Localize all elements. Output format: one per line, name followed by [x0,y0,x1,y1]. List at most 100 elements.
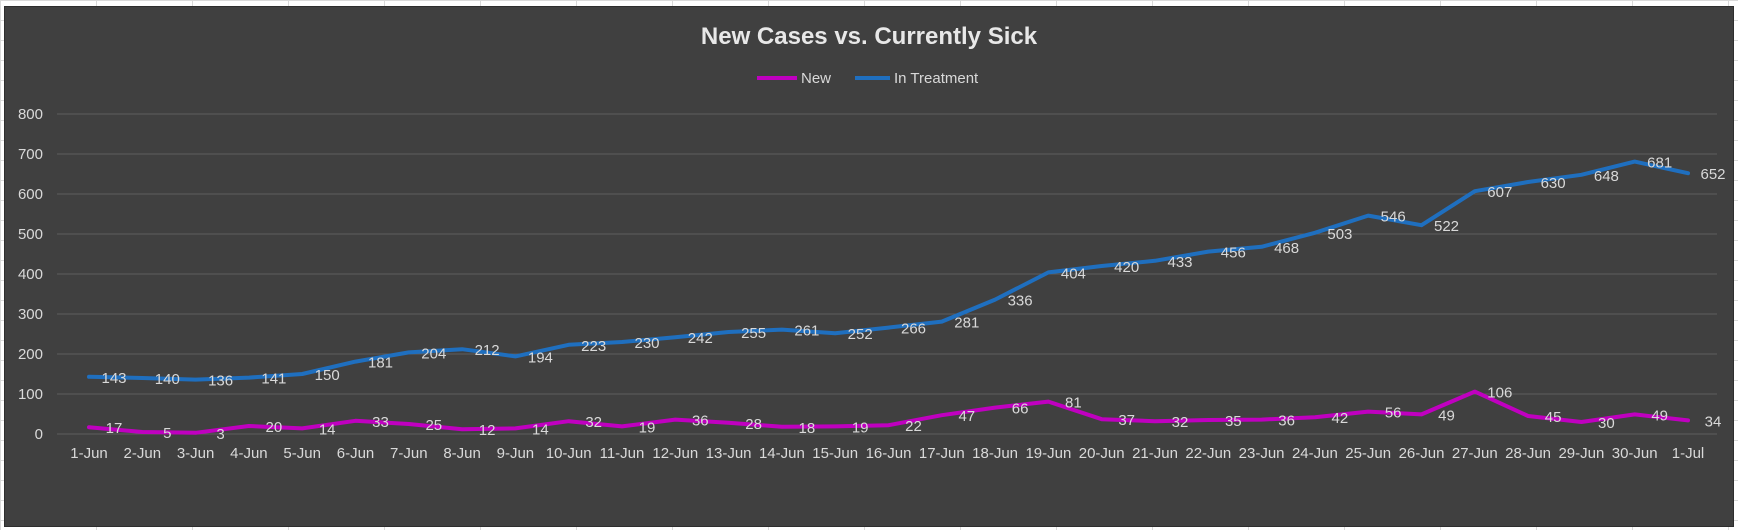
data-label: 36 [692,413,709,430]
y-tick-label: 500 [18,226,43,243]
data-label: 242 [688,330,713,347]
x-tick-label: 19-Jun [1025,445,1071,462]
data-label: 14 [532,421,549,438]
data-label: 150 [315,367,340,384]
data-label: 433 [1167,254,1192,271]
x-tick-label: 13-Jun [706,445,752,462]
data-label: 468 [1274,240,1299,257]
data-label: 546 [1381,209,1406,226]
data-label: 420 [1114,259,1139,276]
data-label: 47 [958,408,975,425]
y-tick-label: 0 [35,426,43,443]
x-tick-label: 22-Jun [1185,445,1231,462]
data-label: 17 [106,420,123,437]
x-tick-label: 25-Jun [1345,445,1391,462]
data-label: 22 [905,418,922,435]
series-line-in-treatment [87,159,1690,382]
data-label: 503 [1327,226,1352,243]
x-tick-label: 2-Jun [124,445,162,462]
data-label: 20 [266,419,283,436]
x-tick-label: 24-Jun [1292,445,1338,462]
x-tick-label: 5-Jun [283,445,321,462]
x-tick-label: 8-Jun [443,445,481,462]
data-label: 181 [368,355,393,372]
data-label: 456 [1221,245,1246,262]
x-tick-label: 12-Jun [652,445,698,462]
data-label: 30 [1598,415,1615,432]
y-tick-label: 200 [18,346,43,363]
y-tick-label: 700 [18,146,43,163]
data-label: 140 [155,371,180,388]
data-label: 33 [372,414,389,431]
data-label: 522 [1434,218,1459,235]
x-axis: 1-Jun 2-Jun 3-Jun 4-Jun 5-Jun 6-Jun 7-Jun 8-Jun… [70,445,1704,462]
legend: New In Treatment [757,70,979,87]
data-label: 648 [1594,168,1619,185]
data-label: 35 [1225,413,1242,430]
data-label: 19 [639,419,656,436]
data-label: 5 [163,425,171,442]
data-label: 607 [1487,184,1512,201]
y-tick-label: 600 [18,186,43,203]
data-label: 212 [475,342,500,359]
data-label: 630 [1541,175,1566,192]
x-tick-label: 23-Jun [1239,445,1285,462]
line-chart: New Cases vs. Currently Sick New In Treat… [18,23,1726,462]
data-label: 223 [581,338,606,355]
data-label: 336 [1008,293,1033,310]
x-tick-label: 18-Jun [972,445,1018,462]
data-label: 66 [1012,401,1029,418]
x-tick-label: 14-Jun [759,445,805,462]
data-label: 56 [1385,405,1402,422]
data-labels: 17 5 3 20 14 33 25 12 14 32 19 36 28 18 19 22 47 66 81 37 32… [101,155,1725,443]
legend-label: In Treatment [894,70,979,87]
data-label: 252 [848,326,873,343]
data-label: 204 [421,345,446,362]
data-label: 34 [1705,413,1722,430]
data-label: 266 [901,321,926,338]
y-axis: 0 100 200 300 400 500 600 700 800 [18,106,43,443]
x-tick-label: 16-Jun [866,445,912,462]
data-label: 18 [799,420,816,437]
x-tick-label: 11-Jun [600,445,645,462]
x-tick-label: 7-Jun [390,445,428,462]
x-tick-label: 20-Jun [1079,445,1125,462]
x-tick-label: 1-Jun [70,445,108,462]
data-label: 3 [216,426,224,443]
series-line-new [87,389,1690,435]
data-label: 42 [1332,410,1349,427]
series-lines [87,159,1690,435]
data-label: 14 [319,421,336,438]
data-label: 37 [1118,412,1135,429]
chart-area[interactable]: New Cases vs. Currently Sick New In Treat… [4,6,1734,527]
data-label: 681 [1647,155,1672,172]
y-tick-label: 400 [18,266,43,283]
x-tick-label: 29-Jun [1558,445,1604,462]
y-tick-label: 800 [18,106,43,123]
y-tick-label: 100 [18,386,43,403]
data-label: 32 [1172,414,1189,431]
legend-label: New [801,70,831,87]
data-label: 194 [528,349,553,366]
data-label: 36 [1278,413,1295,430]
x-tick-label: 28-Jun [1505,445,1551,462]
data-label: 255 [741,325,766,342]
x-tick-label: 26-Jun [1399,445,1445,462]
data-label: 12 [479,422,496,439]
data-label: 49 [1651,407,1668,424]
data-label: 281 [954,315,979,332]
data-label: 19 [852,419,869,436]
data-label: 141 [261,371,286,388]
data-label: 106 [1487,385,1512,402]
data-label: 25 [425,417,442,434]
gridlines [57,113,1717,435]
data-label: 652 [1700,166,1725,183]
data-label: 261 [794,323,819,340]
data-label: 49 [1438,407,1455,424]
x-tick-label: 4-Jun [230,445,268,462]
x-tick-label: 15-Jun [812,445,858,462]
data-label: 28 [745,416,762,433]
x-tick-label: 27-Jun [1452,445,1498,462]
x-tick-label: 3-Jun [177,445,215,462]
x-tick-label: 17-Jun [919,445,965,462]
